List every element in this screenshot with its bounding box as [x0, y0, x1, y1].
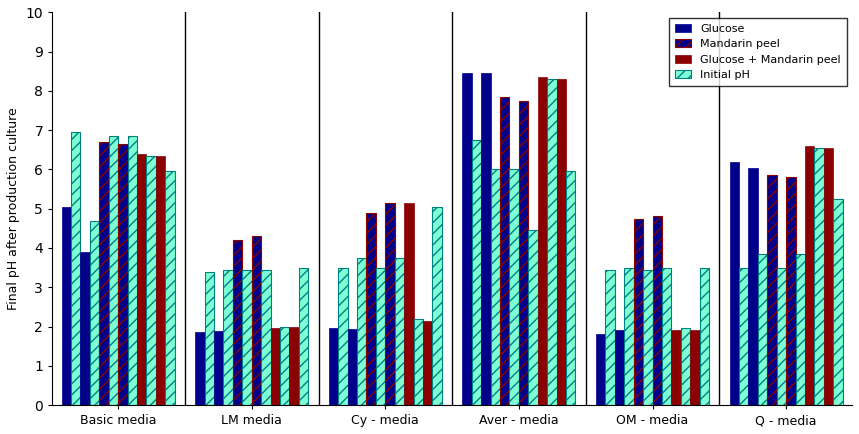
Bar: [547, 79, 557, 405]
Bar: [462, 73, 472, 405]
Bar: [395, 258, 404, 405]
Bar: [767, 175, 777, 405]
Bar: [271, 328, 280, 405]
Bar: [699, 268, 709, 405]
Bar: [538, 77, 547, 405]
Bar: [195, 332, 204, 405]
Bar: [662, 268, 672, 405]
Bar: [643, 270, 653, 405]
Bar: [824, 148, 833, 405]
Bar: [242, 270, 252, 405]
Bar: [833, 199, 843, 405]
Bar: [71, 132, 81, 405]
Bar: [481, 73, 490, 405]
Bar: [777, 268, 786, 405]
Bar: [127, 136, 137, 405]
Bar: [204, 272, 214, 405]
Bar: [432, 207, 442, 405]
Bar: [233, 240, 242, 405]
Bar: [109, 136, 118, 405]
Bar: [289, 326, 299, 405]
Bar: [596, 334, 606, 405]
Bar: [557, 79, 566, 405]
Bar: [739, 268, 748, 405]
Bar: [758, 254, 767, 405]
Bar: [165, 171, 174, 405]
Bar: [606, 270, 615, 405]
Bar: [100, 142, 109, 405]
Bar: [386, 203, 395, 405]
Bar: [299, 268, 308, 405]
Bar: [367, 213, 376, 405]
Bar: [624, 268, 634, 405]
Bar: [376, 268, 386, 405]
Bar: [81, 252, 90, 405]
Bar: [404, 203, 413, 405]
Bar: [62, 207, 71, 405]
Bar: [223, 270, 233, 405]
Bar: [338, 268, 348, 405]
Bar: [423, 321, 432, 405]
Bar: [329, 329, 338, 405]
Bar: [805, 146, 814, 405]
Bar: [348, 329, 357, 405]
Bar: [653, 216, 662, 405]
Bar: [729, 161, 739, 405]
Y-axis label: Final pH after production culture: Final pH after production culture: [7, 107, 20, 310]
Bar: [357, 258, 367, 405]
Bar: [261, 270, 271, 405]
Bar: [615, 330, 624, 405]
Bar: [118, 144, 127, 405]
Bar: [146, 156, 155, 405]
Bar: [786, 178, 795, 405]
Bar: [137, 154, 146, 405]
Bar: [500, 97, 509, 405]
Bar: [748, 168, 758, 405]
Bar: [634, 219, 643, 405]
Bar: [814, 148, 824, 405]
Bar: [252, 236, 261, 405]
Bar: [566, 171, 576, 405]
Bar: [528, 230, 538, 405]
Bar: [690, 330, 699, 405]
Bar: [681, 329, 690, 405]
Bar: [795, 254, 805, 405]
Bar: [90, 220, 100, 405]
Bar: [214, 331, 223, 405]
Bar: [672, 330, 681, 405]
Bar: [472, 140, 481, 405]
Bar: [280, 326, 289, 405]
Bar: [519, 101, 528, 405]
Bar: [509, 170, 519, 405]
Bar: [155, 156, 165, 405]
Bar: [413, 319, 423, 405]
Bar: [490, 170, 500, 405]
Legend: Glucose, Mandarin peel, Glucose + Mandarin peel, Initial pH: Glucose, Mandarin peel, Glucose + Mandar…: [669, 18, 846, 86]
